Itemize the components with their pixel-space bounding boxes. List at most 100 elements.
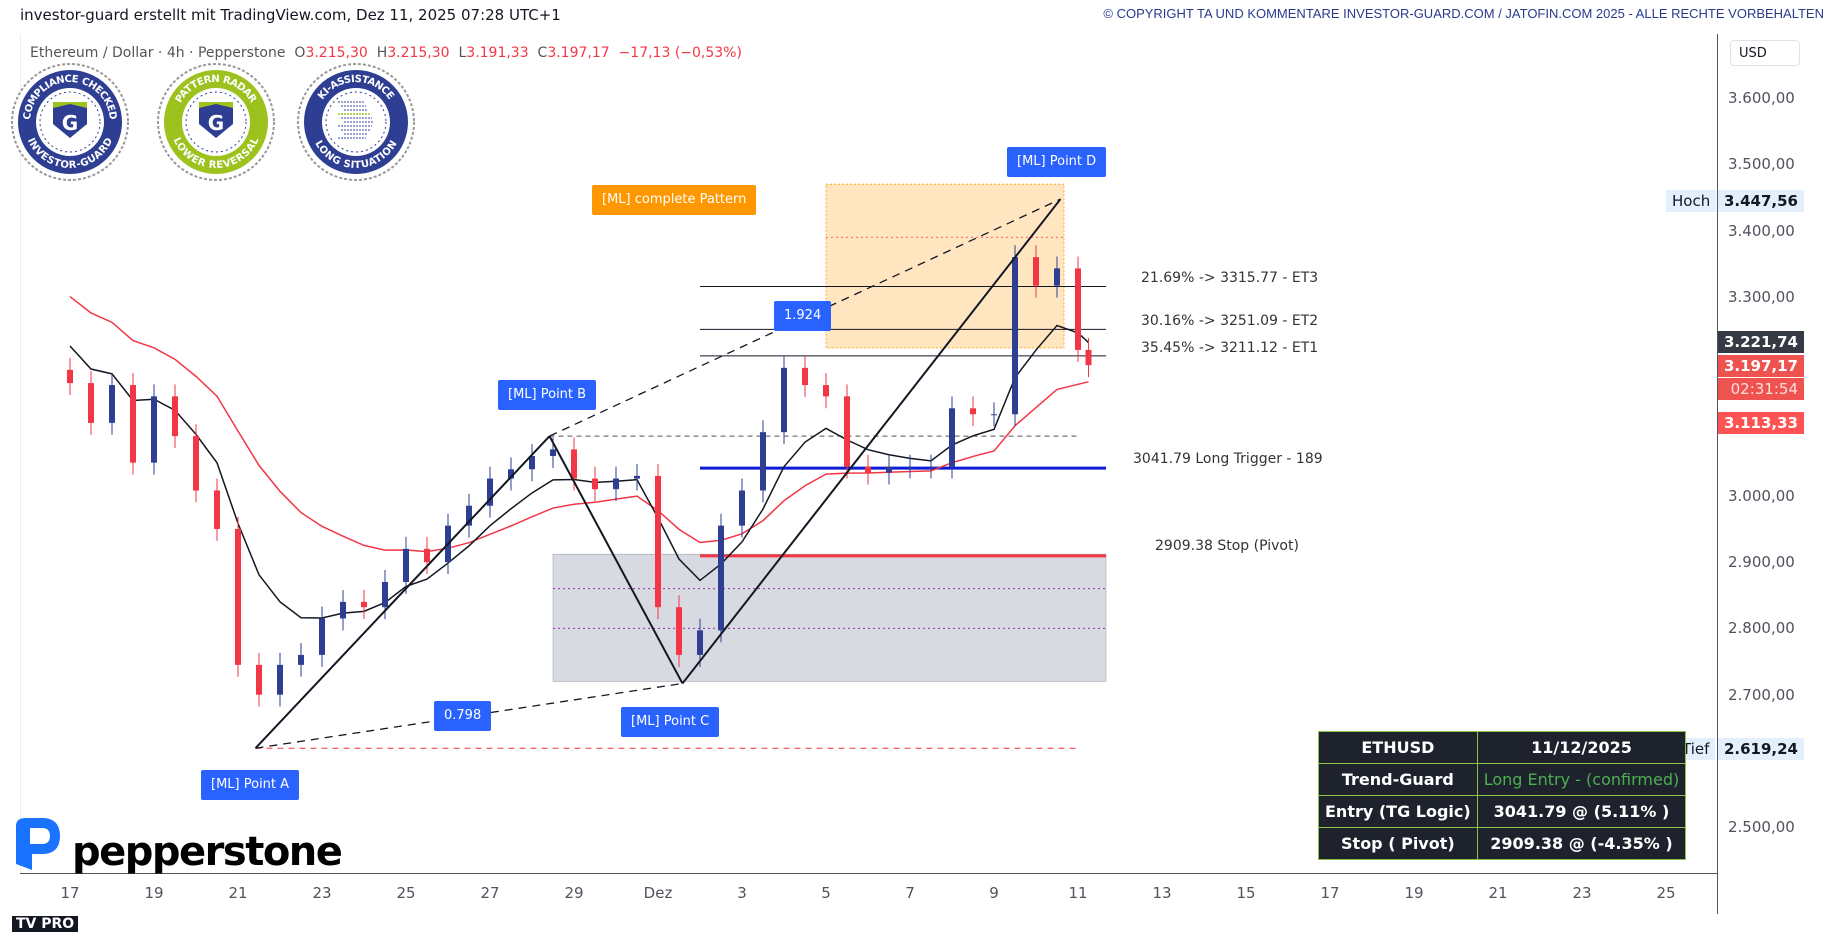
candle-body xyxy=(718,525,724,631)
candle-body xyxy=(67,369,73,384)
candle-body xyxy=(592,478,598,490)
low-value: 3.191,33 xyxy=(466,45,529,61)
badge-dots xyxy=(185,91,247,153)
tradingview-logo: TV PRO xyxy=(12,916,79,932)
candle-body xyxy=(655,475,661,608)
candle-body xyxy=(1054,268,1060,286)
ma-fast-price-tag: 3.221,74 xyxy=(1718,331,1804,353)
pattern-point-label-a: [ML] Point A xyxy=(201,770,300,800)
shield-top xyxy=(53,102,87,108)
candle-body xyxy=(214,490,220,529)
candle-body xyxy=(613,478,619,490)
candle-body xyxy=(298,654,304,665)
candle-body xyxy=(403,548,409,582)
time-tick: 15 xyxy=(1236,884,1256,902)
ma-slow-price-tag: 3.113,33 xyxy=(1718,412,1804,434)
badge-dots xyxy=(39,91,101,153)
pattern-point-label-c: [ML] Point C xyxy=(621,707,720,737)
candle-body xyxy=(844,396,850,467)
pattern-point-label-d: [ML] Point D xyxy=(1007,147,1107,177)
price-tick: 2.900,00 xyxy=(1728,553,1795,572)
time-tick: 23 xyxy=(312,884,332,902)
price-tick: 2.700,00 xyxy=(1728,685,1795,704)
stop-zone xyxy=(552,553,1107,682)
candle-body xyxy=(928,466,934,468)
candle-body xyxy=(865,466,871,473)
candle-body xyxy=(634,475,640,479)
candle-body xyxy=(781,367,787,433)
pattern-point-label-b: [ML] Point B xyxy=(498,380,597,410)
candle-body xyxy=(340,601,346,619)
candle-body xyxy=(1012,257,1018,415)
high-tag-label: Hoch xyxy=(1666,190,1717,212)
time-tick: 27 xyxy=(480,884,500,902)
copyright-notice: © COPYRIGHT TA UND KOMMENTARE INVESTOR-G… xyxy=(1103,6,1824,21)
ratio-label-bd: 1.924 xyxy=(774,301,832,331)
low-price-tag: 2.619,24 xyxy=(1718,738,1804,760)
candle-body xyxy=(151,396,157,463)
symbol-legend: Ethereum / Dollar · 4h · Pepperstone O3.… xyxy=(30,45,742,61)
time-tick: 23 xyxy=(1572,884,1592,902)
pepperstone-wordmark: pepperstone xyxy=(72,829,343,875)
candle-body xyxy=(823,385,829,397)
close-value: 3.197,17 xyxy=(547,45,610,61)
candle-body xyxy=(571,449,577,479)
candle-body xyxy=(487,478,493,506)
candle-body xyxy=(802,367,808,386)
time-tick: 19 xyxy=(144,884,164,902)
candle-body xyxy=(424,548,430,563)
shield-icon xyxy=(199,102,233,138)
candle-body xyxy=(508,469,514,479)
candle-body xyxy=(193,436,199,491)
candle-body xyxy=(550,449,556,457)
signal-status: Long Entry - (confirmed) xyxy=(1476,763,1687,796)
time-tick: 11 xyxy=(1068,884,1088,902)
candle-body xyxy=(949,408,955,467)
candle-body xyxy=(319,618,325,655)
time-tick: 25 xyxy=(1656,884,1676,902)
target-zone xyxy=(825,183,1065,349)
price-tick: 2.800,00 xyxy=(1728,619,1795,638)
candle-body xyxy=(1085,349,1092,366)
level-label-4: 2909.38 Stop (Pivot) xyxy=(1155,538,1299,554)
pepperstone-logo-icon xyxy=(16,818,60,870)
candle-body xyxy=(466,505,472,526)
candle-body xyxy=(970,408,976,415)
table-row: ETHUSD 11/12/2025 xyxy=(1318,731,1687,764)
chart-pane[interactable] xyxy=(20,34,1718,873)
candle-body xyxy=(256,664,262,695)
time-tick: 21 xyxy=(1488,884,1508,902)
candle-body xyxy=(739,490,745,526)
currency-selector[interactable]: USD xyxy=(1730,40,1800,66)
symbol-name: Ethereum / Dollar · 4h · Pepperstone xyxy=(30,45,286,61)
price-tick: 3.300,00 xyxy=(1728,287,1795,306)
candle-body xyxy=(172,396,178,437)
time-tick: 9 xyxy=(989,884,999,902)
price-axis-divider xyxy=(1717,34,1718,914)
price-tick: 3.600,00 xyxy=(1728,89,1795,107)
high-price-tag: 3.447,56 xyxy=(1718,190,1804,212)
table-row: Stop ( Pivot) 2909.38 @ (-4.35% ) xyxy=(1318,827,1687,860)
price-tick: 3.500,00 xyxy=(1728,155,1795,174)
time-tick: 19 xyxy=(1404,884,1424,902)
price-tick: 3.400,00 xyxy=(1728,221,1795,240)
time-tick: 3 xyxy=(737,884,747,902)
candle-body xyxy=(130,385,136,463)
bar-countdown: 02:31:54 xyxy=(1718,378,1804,400)
candle-body xyxy=(529,456,535,470)
candle-body xyxy=(1075,268,1081,350)
pattern-leg xyxy=(254,435,551,749)
price-tick: 3.000,00 xyxy=(1728,486,1795,505)
ma-fast-line xyxy=(69,324,1090,619)
time-tick: 13 xyxy=(1152,884,1172,902)
g-letter: G xyxy=(62,111,78,135)
last-price-tag: 3.197,17 xyxy=(1718,355,1804,377)
ratio-label-ac: 0.798 xyxy=(434,701,492,731)
candle-body xyxy=(760,432,766,491)
time-tick: 7 xyxy=(905,884,915,902)
candle-body xyxy=(382,581,388,608)
time-tick: 17 xyxy=(1320,884,1340,902)
candle-body xyxy=(88,383,94,423)
